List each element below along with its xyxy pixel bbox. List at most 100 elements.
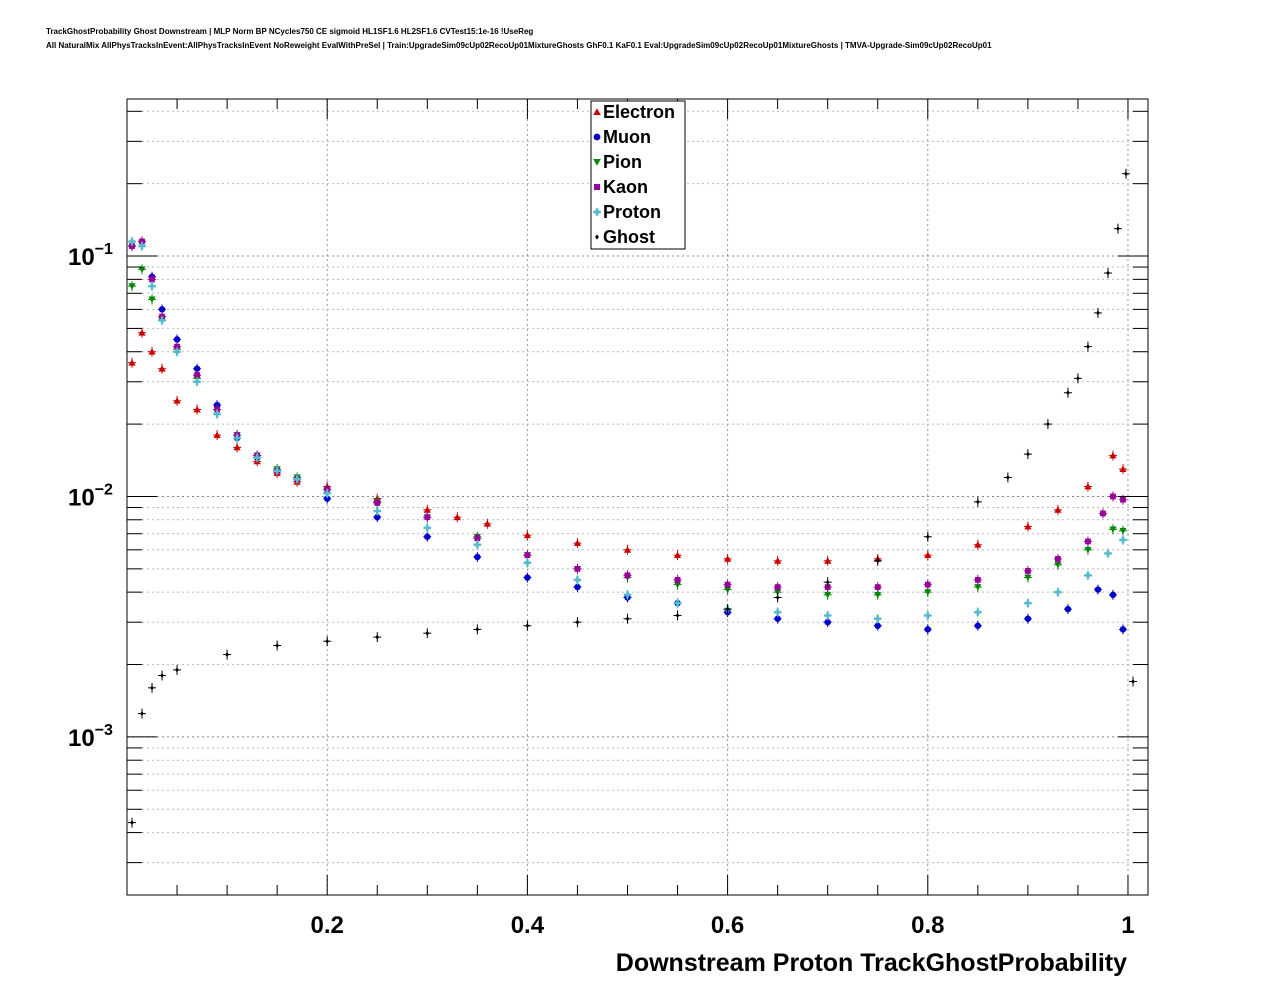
point-ghost [725,606,730,612]
point-ghost [160,673,164,679]
point-pion [723,586,732,594]
point-ghost [130,820,134,826]
point-muon [1094,586,1102,593]
point-ghost [1076,375,1080,381]
point-electron [723,555,732,562]
point-ghost [675,612,680,618]
point-muon [874,622,881,629]
point-proton [774,608,782,616]
series-ghost [128,168,1137,828]
point-proton [213,410,221,418]
point-ghost [275,642,279,649]
y-tick-label: 10−3 [68,722,113,752]
point-ghost [875,558,880,564]
x-tick-label: 0.4 [511,912,545,939]
point-kaon [974,576,981,583]
point-muon [1024,615,1032,623]
legend-marker-ghost [595,234,599,240]
point-ghost [375,634,380,640]
x-axis-title: Downstream Proton TrackGhostProbability [616,949,1127,977]
point-ghost [625,616,630,622]
point-muon [1109,591,1117,599]
point-proton [874,615,882,623]
point-ghost [325,638,329,644]
point-pion [1109,526,1117,533]
point-proton [423,524,431,532]
point-muon [574,583,581,591]
legend-box [590,100,686,250]
point-proton [1024,599,1032,607]
point-ghost [150,685,154,691]
point-muon [173,336,181,343]
point-kaon [924,581,931,588]
point-electron [173,397,181,404]
x-tick-label: 0.2 [311,912,344,939]
point-electron [824,557,832,564]
point-electron [523,531,531,539]
point-kaon [1100,510,1106,517]
point-proton [1119,536,1127,544]
point-kaon [1085,538,1091,545]
marks-layer [128,168,1137,828]
point-proton [158,316,166,324]
legend-label-proton: Proton [603,202,661,222]
point-ghost [525,623,530,629]
point-pion [673,581,682,589]
point-kaon [1110,493,1116,500]
point-ghost [976,499,980,505]
point-electron [128,359,136,366]
axis-layer: 0.2 0.4 0.6 0.8 1 10−3 10−2 10−1 [68,99,1148,939]
legend-label-kaon: Kaon [603,177,648,197]
point-proton [253,454,261,462]
point-kaon [524,552,531,559]
x-tick-label: 0.8 [911,912,944,939]
point-ghost [1066,390,1070,396]
point-muon [1064,605,1072,613]
point-kaon [1120,496,1126,503]
series-kaon [128,236,1127,593]
point-muon [824,618,831,626]
point-proton [1054,588,1062,596]
point-kaon [624,572,631,579]
point-proton [293,475,301,483]
point-proton [924,611,932,620]
legend-marker-kaon [593,183,601,191]
point-muon [524,574,531,581]
point-pion [1119,527,1127,535]
point-ghost [1096,310,1100,316]
legend-marker-muon [593,133,601,141]
point-muon [924,626,932,633]
point-electron [423,506,431,513]
point-kaon [674,576,681,583]
legend-label-pion: Pion [603,152,642,172]
title-line-1: TrackGhostProbability Ghost Downstream |… [46,27,534,36]
point-ghost [575,619,580,625]
grid-layer [127,99,1148,895]
point-electron [148,348,156,355]
point-electron [1054,506,1062,513]
point-muon [1119,626,1127,633]
legend-label-ghost: Ghost [603,227,655,247]
point-electron [193,405,201,413]
point-kaon [1055,556,1061,562]
point-pion [148,296,156,304]
point-kaon [874,584,881,590]
point-pion [874,591,882,599]
plot-frame [126,98,1149,896]
point-proton [573,576,582,584]
point-ghost [475,626,480,632]
point-proton [824,611,832,620]
point-kaon [574,565,581,572]
point-kaon [174,343,180,350]
point-electron [573,539,582,546]
legend-label-electron: Electron [603,102,675,122]
point-proton [233,434,241,442]
point-electron [924,551,932,559]
point-electron [1109,451,1117,459]
point-pion [1054,561,1062,569]
point-electron [233,443,241,451]
point-electron [483,520,491,527]
x-tick-label: 1 [1121,912,1134,939]
point-ghost [1116,226,1120,232]
point-ghost [140,711,144,717]
